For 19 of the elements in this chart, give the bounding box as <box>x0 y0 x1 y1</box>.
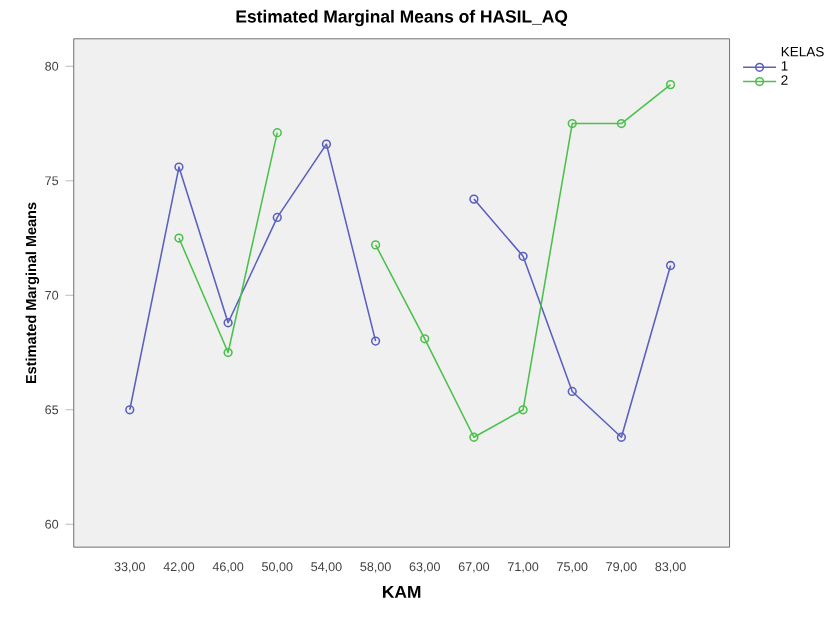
x-axis-title: KAM <box>382 585 421 598</box>
point <box>370 336 381 346</box>
point <box>420 333 430 344</box>
point <box>321 139 332 149</box>
point <box>370 239 381 250</box>
point <box>174 162 184 172</box>
point <box>469 194 479 204</box>
point <box>518 404 528 415</box>
point <box>272 212 282 222</box>
point <box>223 347 233 357</box>
point <box>616 118 627 128</box>
point <box>469 432 479 442</box>
point <box>518 251 528 261</box>
point <box>223 317 233 328</box>
point <box>567 118 577 128</box>
point <box>616 432 627 442</box>
point <box>272 127 282 138</box>
chart-title: Estimated Marginal Means of HASIL_AQ <box>236 9 568 26</box>
point <box>567 386 577 396</box>
